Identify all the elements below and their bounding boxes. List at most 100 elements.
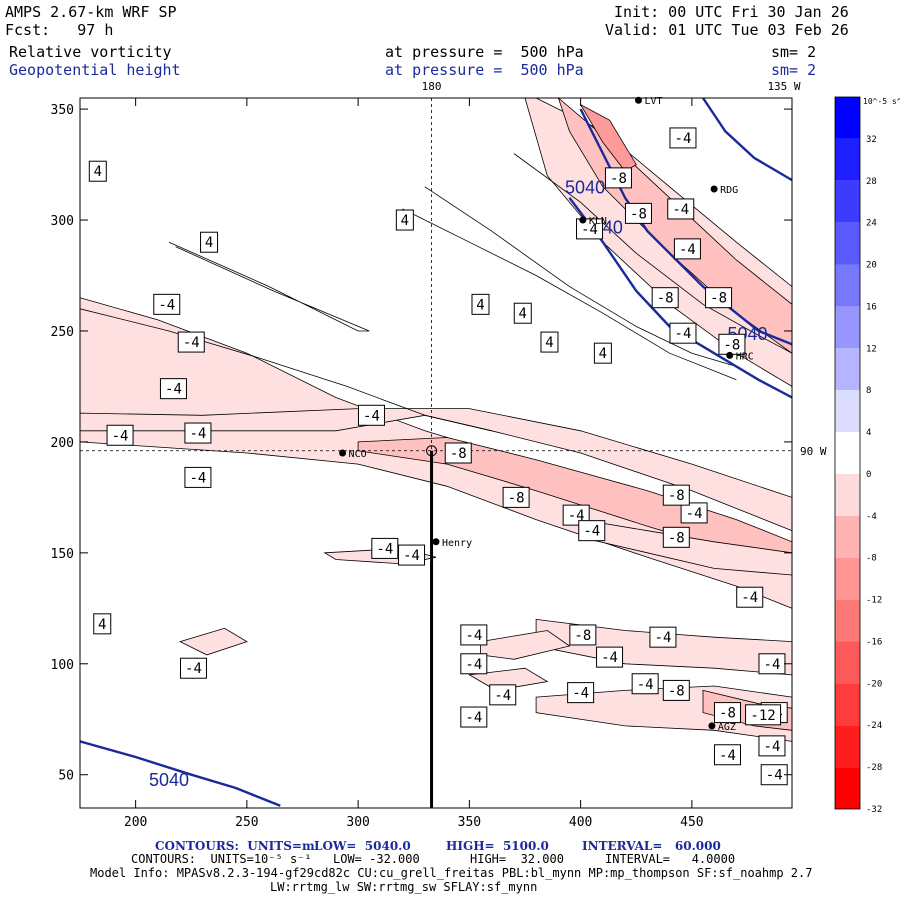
contour-label-box: -4 bbox=[460, 706, 488, 728]
y-tick-label: 200 bbox=[51, 436, 74, 451]
contour-label-box: -4 bbox=[153, 293, 181, 315]
model-info-2: LW:rrtmg_lw SW:rrtmg_sw SFLAY:sf_mynn bbox=[270, 880, 538, 894]
station-dot bbox=[726, 351, 734, 359]
contour-label-frame bbox=[713, 744, 741, 766]
contour-label-box: -4 bbox=[758, 735, 786, 757]
contour-label-frame bbox=[159, 378, 187, 400]
contour-label-box: -8 bbox=[662, 526, 690, 548]
contour-label-text: -8 bbox=[710, 291, 727, 307]
contour-label-frame bbox=[460, 706, 488, 728]
station-rdg: RDG bbox=[710, 185, 738, 196]
cross-section-marker bbox=[426, 445, 438, 457]
colorbar-level-label: 4 bbox=[866, 428, 871, 438]
contour-label-frame bbox=[680, 502, 708, 524]
contour-label-text: 4 bbox=[205, 235, 213, 251]
contour-label-text: -4 bbox=[465, 657, 482, 673]
contour-label-frame bbox=[460, 653, 488, 675]
colorbar-level-label: -24 bbox=[866, 721, 882, 731]
contour-label-text: -4 bbox=[189, 470, 206, 486]
y-tick-label: 350 bbox=[51, 103, 74, 118]
contour-label-frame bbox=[540, 331, 559, 353]
contour-label-text: -4 bbox=[686, 506, 703, 522]
contour-label-text: -8 bbox=[668, 683, 685, 699]
contour-label-frame bbox=[673, 238, 701, 260]
contour-label-frame bbox=[471, 293, 490, 315]
contour-label-text: 4 bbox=[519, 306, 527, 322]
station-label: AGZ bbox=[718, 722, 736, 733]
contour-label-frame bbox=[705, 287, 733, 309]
contour-label-text: -4 bbox=[465, 710, 482, 726]
contour-label-text: 4 bbox=[94, 164, 102, 180]
contour-label-box: -4 bbox=[177, 331, 205, 353]
contour-label-text: -8 bbox=[723, 337, 740, 353]
contour-label-frame bbox=[567, 682, 595, 704]
contour-label-frame bbox=[93, 613, 112, 635]
colorbar-swatch bbox=[835, 222, 860, 265]
contour2-low: LOW= -32.000 bbox=[333, 852, 420, 866]
contour-label-box: -8 bbox=[502, 486, 530, 508]
contour-label-frame bbox=[502, 486, 530, 508]
contour-label-text: 4 bbox=[476, 297, 484, 313]
colorbar-level-label: -16 bbox=[866, 637, 882, 647]
contour-label-frame bbox=[593, 342, 612, 364]
contour-label-text: -8 bbox=[508, 490, 525, 506]
contour-label-text: -4 bbox=[766, 768, 783, 784]
contour-label-text: -4 bbox=[165, 382, 182, 398]
vorticity-band-2 bbox=[357, 437, 792, 572]
contour-label-frame bbox=[106, 424, 134, 446]
contour-label-frame bbox=[184, 422, 212, 444]
contour-label-box: 4 bbox=[513, 302, 532, 324]
colorbar-level-label: 24 bbox=[866, 219, 877, 229]
station-henry: Henry bbox=[432, 538, 472, 549]
contour1-high: HIGH= 5100.0 bbox=[446, 839, 549, 853]
station-label: NCO bbox=[349, 449, 367, 460]
contour-label-box: 4 bbox=[88, 160, 107, 182]
contour-label-box: -8 bbox=[604, 167, 632, 189]
contour-label-text: -4 bbox=[675, 131, 692, 147]
contour-label-frame bbox=[624, 202, 652, 224]
field2-name: Geopotential height bbox=[9, 61, 181, 79]
contour-label-text: -8 bbox=[630, 206, 647, 222]
colorbar-swatch bbox=[835, 180, 860, 223]
x-tick-label: 300 bbox=[346, 815, 369, 830]
station-label: KLN bbox=[589, 216, 607, 227]
contour-label-text: -8 bbox=[668, 530, 685, 546]
contour-label-frame bbox=[651, 287, 679, 309]
colorbar-level-label: 16 bbox=[866, 302, 877, 312]
positive-contour-3 bbox=[424, 186, 737, 367]
height-contour-5040-0 bbox=[80, 740, 281, 807]
contour-label-box: -8 bbox=[624, 202, 652, 224]
contour-label-box: -4 bbox=[669, 127, 697, 149]
contour-label-box: -12 bbox=[745, 704, 782, 726]
contour-label-box: -4 bbox=[184, 466, 212, 488]
contour-label-box: -8 bbox=[718, 333, 746, 355]
contour-label-box: -4 bbox=[760, 764, 788, 786]
contour1-units: CONTOURS: UNITS=m bbox=[155, 839, 315, 853]
contour-label-text: -4 bbox=[764, 657, 781, 673]
colorbar-level-label: -4 bbox=[866, 512, 877, 522]
contour-label-box: -4 bbox=[159, 378, 187, 400]
contour-label-box: -8 bbox=[662, 679, 690, 701]
colorbar-swatch bbox=[835, 264, 860, 307]
contour-label-frame bbox=[669, 322, 697, 344]
colorbar-swatch bbox=[835, 683, 860, 726]
contour-label-box: -4 bbox=[680, 502, 708, 524]
contour-label-box: 4 bbox=[200, 231, 219, 253]
contour-label-text: -8 bbox=[450, 446, 467, 462]
contour-label-text: -4 bbox=[655, 630, 672, 646]
colorbar-level-label: 20 bbox=[866, 261, 877, 271]
contour-label-box: -4 bbox=[460, 624, 488, 646]
colorbar-swatch bbox=[835, 390, 860, 433]
x-tick-label: 400 bbox=[569, 815, 592, 830]
contour-label-text: -4 bbox=[494, 688, 511, 704]
contour1-low: LOW= 5040.0 bbox=[314, 839, 411, 853]
x-tick-label: 350 bbox=[458, 815, 481, 830]
colorbar-level-label: 32 bbox=[866, 135, 877, 145]
colorbar-level-label: 28 bbox=[866, 177, 877, 187]
contour-label-frame bbox=[444, 442, 472, 464]
contour-label-text: -4 bbox=[679, 242, 696, 258]
init-time: Init: 00 UTC Fri 30 Jan 26 bbox=[614, 3, 849, 21]
contour-label-text: -4 bbox=[465, 628, 482, 644]
contour-label-frame bbox=[357, 404, 385, 426]
station-hrc: HRC bbox=[726, 351, 754, 362]
